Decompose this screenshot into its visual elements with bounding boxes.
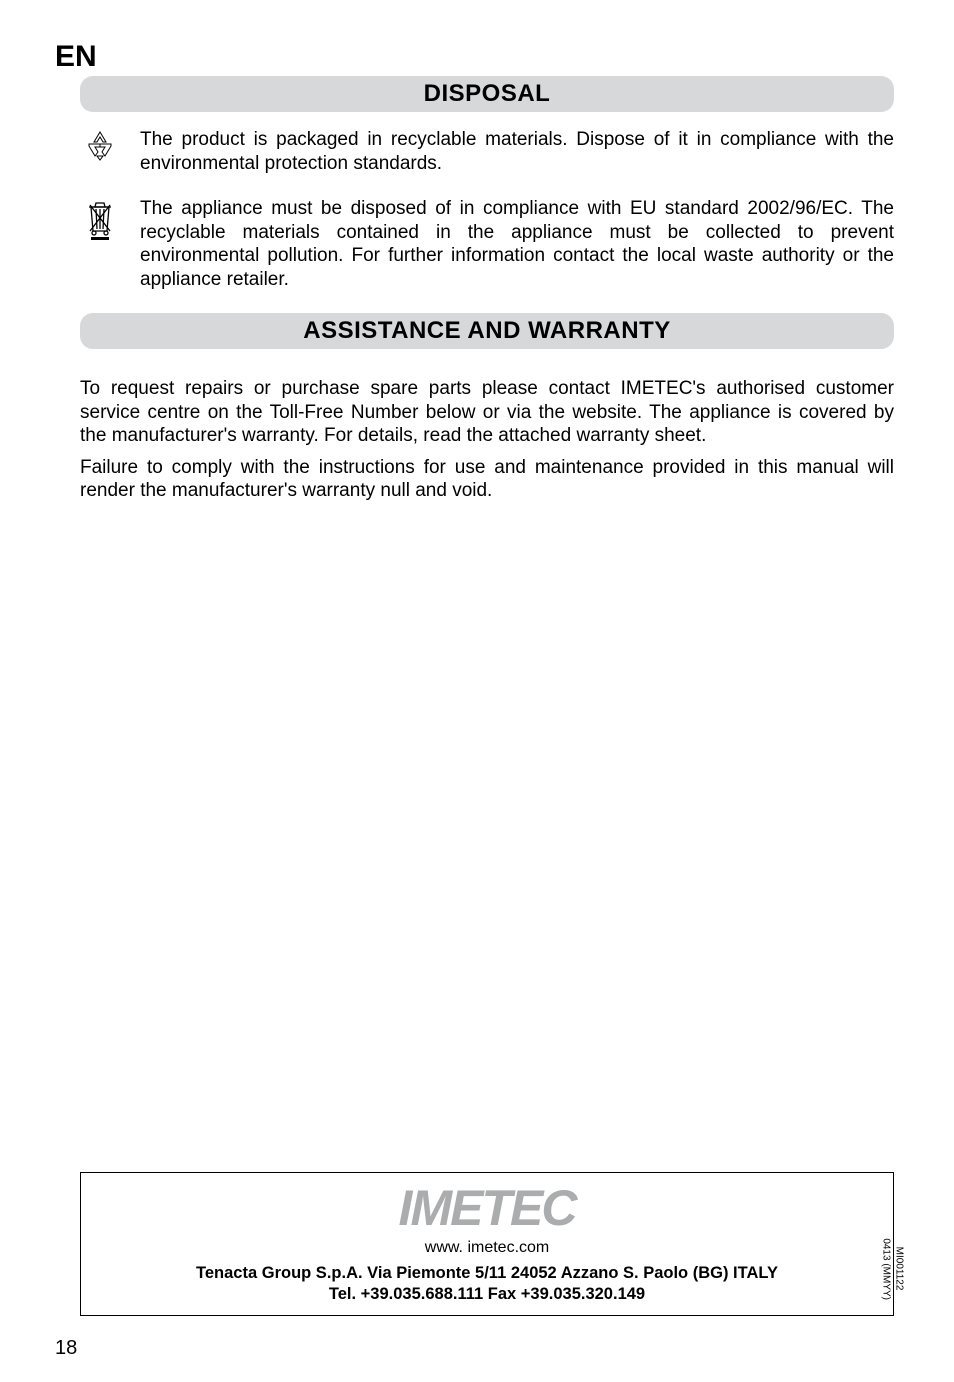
disposal-para-2: The appliance must be disposed of in com… — [140, 197, 894, 291]
warranty-para-1: To request repairs or purchase spare par… — [80, 377, 894, 448]
warranty-para-2: Failure to comply with the instructions … — [80, 456, 894, 503]
footer-box: IMETEC www. imetec.com Tenacta Group S.p… — [80, 1172, 894, 1316]
disposal-row-2: The appliance must be disposed of in com… — [80, 197, 894, 291]
language-code: EN — [55, 40, 97, 74]
brand-logo: IMETEC — [93, 1183, 881, 1241]
brand-logo-text: IMETEC — [399, 1183, 579, 1236]
warranty-header: ASSISTANCE AND WARRANTY — [80, 313, 894, 349]
page-content: DISPOSAL The product is packaged in recy… — [80, 76, 894, 511]
side-code: MI001122 0413 (MMYY) — [880, 1238, 906, 1300]
weee-bin-icon — [80, 197, 120, 241]
recycle-arrows-icon — [80, 128, 120, 162]
disposal-para-1: The product is packaged in recyclable ma… — [140, 128, 894, 175]
page-number: 18 — [55, 1337, 77, 1360]
disposal-header: DISPOSAL — [80, 76, 894, 112]
company-line-1: Tenacta Group S.p.A. Via Piemonte 5/11 2… — [93, 1263, 881, 1284]
company-line-2: Tel. +39.035.688.111 Fax +39.035.320.149 — [93, 1284, 881, 1305]
website-url: www. imetec.com — [93, 1239, 881, 1257]
disposal-row-1: The product is packaged in recyclable ma… — [80, 128, 894, 175]
